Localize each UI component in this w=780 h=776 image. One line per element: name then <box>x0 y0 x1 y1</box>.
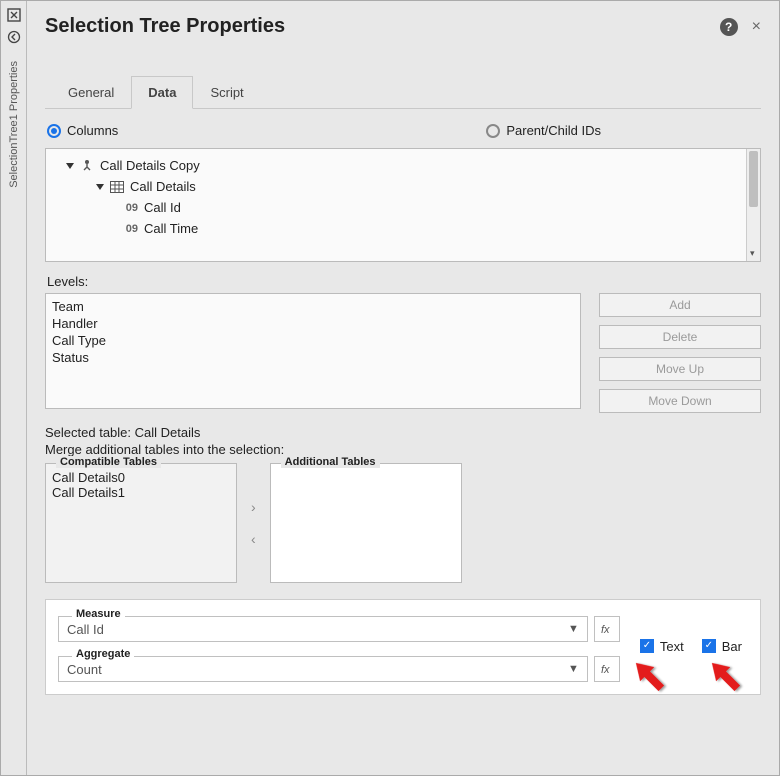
tab-script[interactable]: Script <box>193 76 260 109</box>
column-tree[interactable]: Call Details Copy Call Details 09 Call I… <box>45 148 761 262</box>
sidebar-tab-label[interactable]: SelectionTree1 Properties <box>8 61 20 188</box>
measure-label: Measure <box>72 608 125 620</box>
aggregate-fx-button[interactable]: fx <box>594 656 620 682</box>
list-item[interactable]: Status <box>52 349 574 366</box>
list-item[interactable]: Call Details0 <box>52 470 230 485</box>
left-sidebar: SelectionTree1 Properties <box>1 1 27 775</box>
collapse-icon[interactable] <box>6 29 22 45</box>
compatible-tables-box[interactable]: Compatible Tables Call Details0 Call Det… <box>45 463 237 583</box>
text-checkbox[interactable]: ✓ <box>640 639 654 653</box>
tab-general[interactable]: General <box>51 76 131 109</box>
levels-label: Levels: <box>47 274 761 289</box>
text-checkbox-label: Text <box>660 639 684 654</box>
bar-checkbox[interactable]: ✓ <box>702 639 716 653</box>
selected-table-label: Selected table: Call Details <box>45 425 761 440</box>
measure-panel: Measure Call Id ▼ fx Aggregate <box>45 599 761 695</box>
close-panel-icon[interactable] <box>6 7 22 23</box>
help-icon[interactable]: ? <box>720 18 738 36</box>
chevron-down-icon: ▼ <box>568 623 579 635</box>
datasource-icon <box>80 159 94 173</box>
move-right-button[interactable]: › <box>251 499 256 515</box>
tab-data[interactable]: Data <box>131 76 193 109</box>
levels-list[interactable]: Team Handler Call Type Status <box>45 293 581 409</box>
tab-bar: General Data Script <box>45 76 761 109</box>
move-left-button[interactable]: ‹ <box>251 531 256 547</box>
radio-columns-label: Columns <box>67 123 118 138</box>
list-item[interactable]: Handler <box>52 315 574 332</box>
move-down-button[interactable]: Move Down <box>599 389 761 413</box>
radio-columns[interactable] <box>47 124 61 138</box>
list-item[interactable]: Team <box>52 298 574 315</box>
tree-node[interactable]: Call Details <box>50 176 756 197</box>
aggregate-label: Aggregate <box>72 648 134 660</box>
additional-tables-box[interactable]: Additional Tables <box>270 463 462 583</box>
tree-leaf[interactable]: 09 Call Time <box>50 218 756 239</box>
table-icon <box>110 180 124 194</box>
compatible-legend: Compatible Tables <box>56 456 161 468</box>
add-button[interactable]: Add <box>599 293 761 317</box>
tree-node[interactable]: Call Details Copy <box>50 155 756 176</box>
move-up-button[interactable]: Move Up <box>599 357 761 381</box>
chevron-down-icon: ▼ <box>568 663 579 675</box>
measure-fx-button[interactable]: fx <box>594 616 620 642</box>
list-item[interactable]: Call Details1 <box>52 485 230 500</box>
merge-label: Merge additional tables into the selecti… <box>45 442 761 457</box>
tree-scrollbar[interactable]: ▾ <box>746 149 760 261</box>
aggregate-dropdown[interactable]: Count ▼ <box>58 656 588 682</box>
close-icon[interactable]: × <box>752 18 761 36</box>
dialog-title: Selection Tree Properties <box>45 15 285 38</box>
bar-checkbox-label: Bar <box>722 639 742 654</box>
svg-text:fx: fx <box>601 664 610 676</box>
additional-legend: Additional Tables <box>281 456 380 468</box>
radio-parent-child[interactable] <box>486 124 500 138</box>
svg-text:fx: fx <box>601 624 610 636</box>
tree-leaf[interactable]: 09 Call Id <box>50 197 756 218</box>
list-item[interactable]: Call Type <box>52 332 574 349</box>
measure-dropdown[interactable]: Call Id ▼ <box>58 616 588 642</box>
delete-button[interactable]: Delete <box>599 325 761 349</box>
annotation-arrow <box>702 653 750 701</box>
radio-parent-child-label: Parent/Child IDs <box>506 123 601 138</box>
annotation-arrow <box>626 653 674 701</box>
